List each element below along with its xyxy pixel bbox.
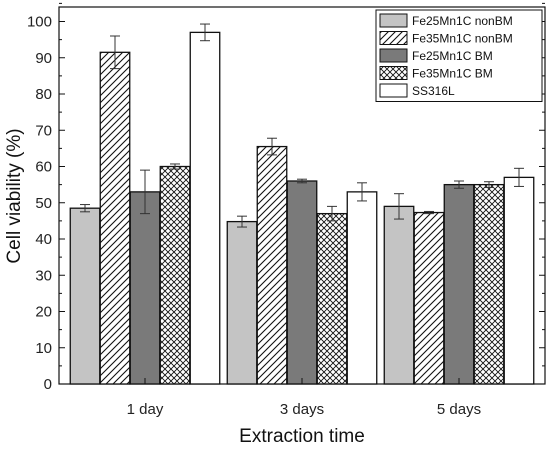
y-tick-label: 40	[35, 231, 52, 248]
bar	[443, 183, 475, 385]
bar	[189, 31, 221, 385]
y-tick-label: 80	[35, 86, 52, 103]
y-tick-label: 10	[35, 340, 52, 357]
legend-label: Fe25Mn1C nonBM	[412, 14, 513, 28]
error-bars	[80, 23, 524, 228]
legend-swatch	[379, 31, 408, 45]
y-tick-label: 30	[35, 267, 52, 284]
y-tick-label: 0	[44, 376, 52, 393]
bars	[69, 31, 535, 385]
legend-label: Fe35Mn1C nonBM	[412, 32, 513, 46]
x-tick-label: 5 days	[437, 401, 481, 418]
y-tick-label: 90	[35, 50, 52, 67]
bar	[226, 220, 258, 385]
y-tick-label: 20	[35, 304, 52, 321]
legend-swatch	[379, 48, 408, 63]
y-tick-label: 60	[35, 159, 52, 176]
legend-label: SS316L	[412, 84, 455, 98]
y-tick-label: 50	[35, 195, 52, 212]
bar	[286, 180, 318, 385]
bar	[473, 183, 505, 385]
bar	[256, 145, 288, 385]
legend-swatch	[379, 66, 408, 80]
legend-label: Fe25Mn1C BM	[412, 49, 493, 63]
x-tick-label: 3 days	[280, 401, 324, 418]
x-tick-label: 1 day	[127, 401, 164, 418]
y-axis-title: Cell viability (%)	[4, 128, 25, 263]
x-axis-title: Extraction time	[239, 426, 365, 447]
legend: Fe25Mn1C nonBM Fe35Mn1C nonBM Fe25Mn1C BM F…	[375, 9, 543, 102]
bar	[99, 51, 131, 385]
y-axis-ticks: 0 10 20 30 40 50 60 70 80 90 100	[27, 2, 545, 393]
bar	[316, 212, 348, 385]
bar	[69, 207, 101, 385]
bar	[413, 211, 445, 385]
legend-swatch	[379, 13, 408, 28]
y-tick-label: 70	[35, 122, 52, 139]
legend-swatch	[379, 83, 408, 98]
bar	[503, 176, 535, 385]
x-axis-ticks: 1 day 3 days 5 days	[127, 378, 481, 418]
bar	[129, 191, 161, 385]
y-tick-label: 100	[27, 14, 52, 31]
bar	[346, 191, 378, 385]
bar	[383, 205, 415, 385]
bar	[159, 165, 191, 385]
legend-label: Fe35Mn1C BM	[412, 67, 493, 81]
